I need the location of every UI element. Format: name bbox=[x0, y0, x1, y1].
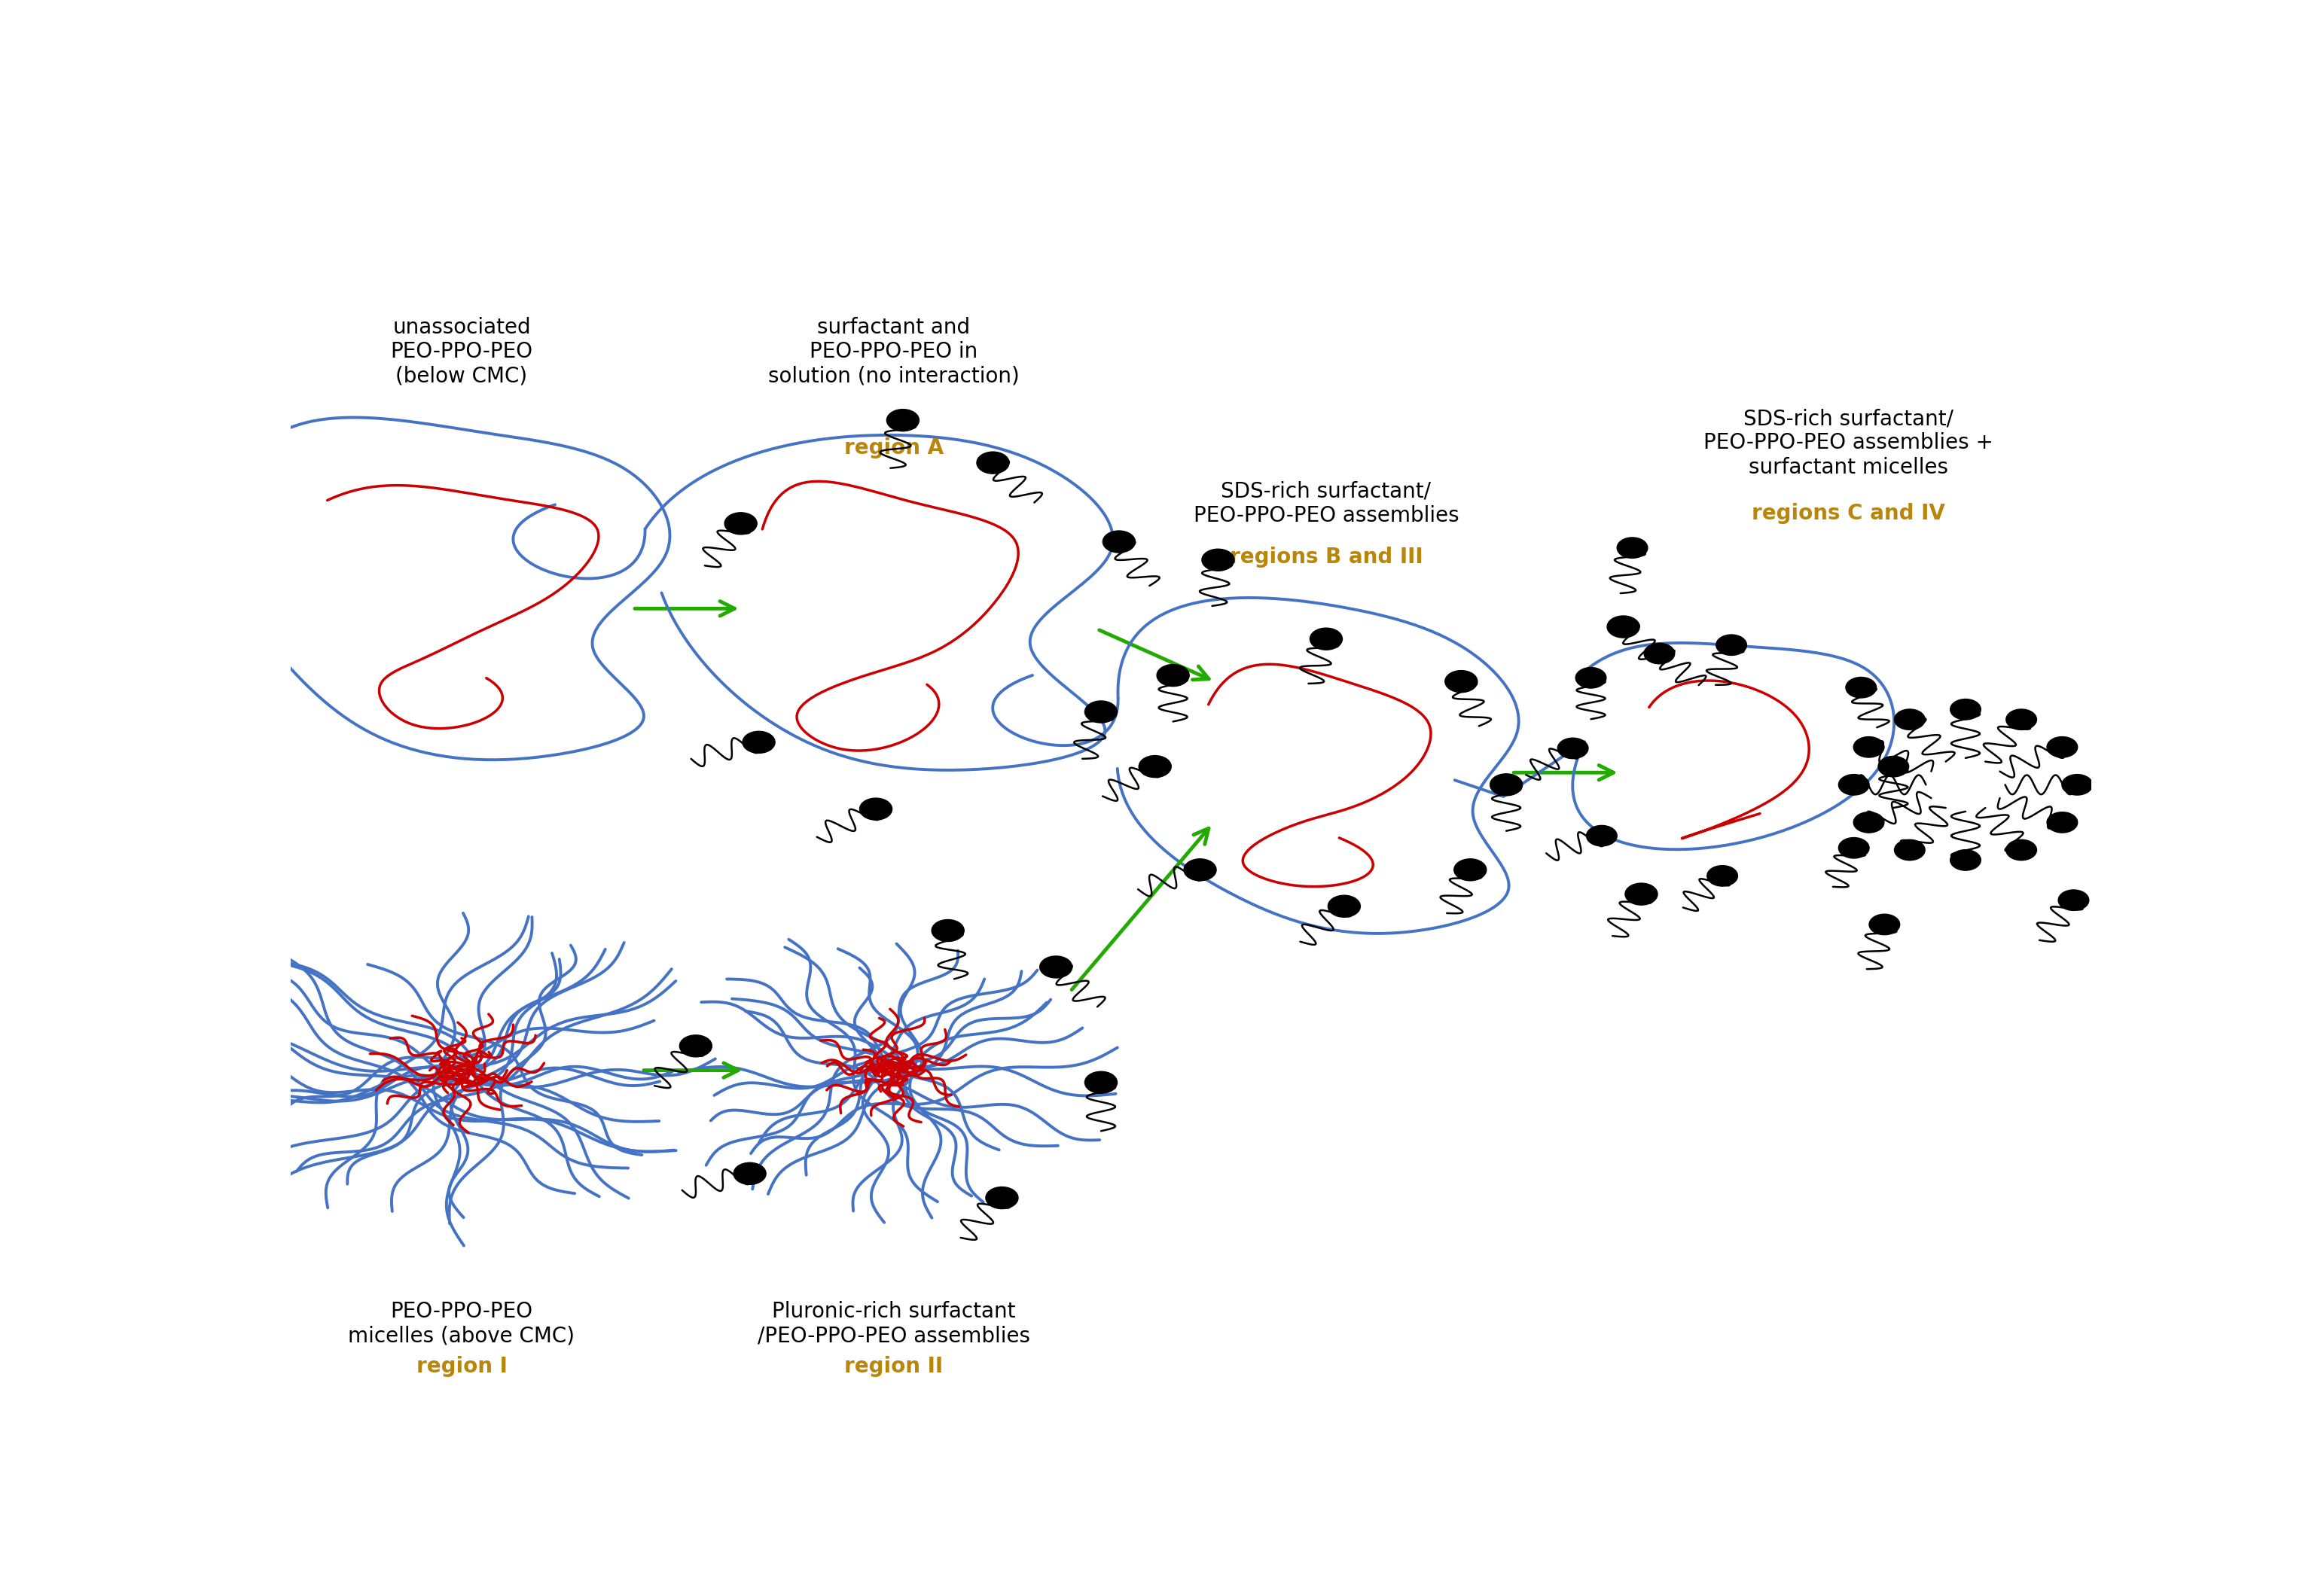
Circle shape bbox=[1039, 956, 1071, 978]
Circle shape bbox=[1868, 914, 1899, 934]
Circle shape bbox=[1608, 615, 1638, 638]
Circle shape bbox=[1446, 671, 1478, 693]
Circle shape bbox=[976, 451, 1009, 473]
Circle shape bbox=[1708, 866, 1738, 887]
Circle shape bbox=[1104, 530, 1134, 552]
Circle shape bbox=[1894, 709, 1924, 731]
Text: PEO-PPO-PEO
micelles (above CMC): PEO-PPO-PEO micelles (above CMC) bbox=[349, 1302, 574, 1346]
Circle shape bbox=[2059, 890, 2089, 911]
Circle shape bbox=[2006, 709, 2036, 731]
Circle shape bbox=[1085, 701, 1118, 723]
Text: unassociated
PEO-PPO-PEO
(below CMC): unassociated PEO-PPO-PEO (below CMC) bbox=[390, 317, 532, 387]
Circle shape bbox=[1950, 849, 1980, 871]
Circle shape bbox=[932, 920, 964, 942]
Circle shape bbox=[1950, 699, 1980, 720]
Text: SDS-rich surfactant/
PEO-PPO-PEO assemblies: SDS-rich surfactant/ PEO-PPO-PEO assembl… bbox=[1192, 481, 1459, 527]
Circle shape bbox=[1618, 538, 1648, 559]
Circle shape bbox=[725, 513, 758, 535]
Circle shape bbox=[1455, 858, 1487, 881]
Text: regions B and III: regions B and III bbox=[1229, 546, 1422, 568]
Circle shape bbox=[1557, 739, 1587, 759]
Circle shape bbox=[985, 1187, 1018, 1209]
Circle shape bbox=[2047, 737, 2078, 757]
Text: region I: region I bbox=[416, 1356, 507, 1378]
Text: surfactant and
PEO-PPO-PEO in
solution (no interaction): surfactant and PEO-PPO-PEO in solution (… bbox=[769, 317, 1020, 387]
Circle shape bbox=[1715, 634, 1748, 655]
Circle shape bbox=[1183, 858, 1215, 881]
Text: Pluronic-rich surfactant
/PEO-PPO-PEO assemblies: Pluronic-rich surfactant /PEO-PPO-PEO as… bbox=[758, 1302, 1030, 1346]
Circle shape bbox=[1643, 644, 1676, 664]
Circle shape bbox=[1894, 839, 1924, 860]
Circle shape bbox=[1838, 775, 1868, 795]
Circle shape bbox=[1202, 549, 1234, 571]
Circle shape bbox=[1576, 667, 1606, 688]
Circle shape bbox=[2061, 775, 2092, 795]
Circle shape bbox=[1624, 884, 1657, 906]
Circle shape bbox=[1878, 756, 1908, 776]
Circle shape bbox=[888, 409, 918, 431]
Circle shape bbox=[860, 798, 892, 821]
Circle shape bbox=[1139, 756, 1171, 778]
Text: regions C and IV: regions C and IV bbox=[1752, 503, 1945, 524]
Circle shape bbox=[679, 1035, 711, 1057]
Circle shape bbox=[2006, 839, 2036, 860]
Circle shape bbox=[1838, 838, 1868, 858]
Circle shape bbox=[744, 731, 774, 753]
Circle shape bbox=[1587, 825, 1618, 846]
Circle shape bbox=[1490, 773, 1522, 795]
Circle shape bbox=[1157, 664, 1190, 686]
Circle shape bbox=[1855, 813, 1885, 833]
Circle shape bbox=[734, 1163, 767, 1185]
Text: SDS-rich surfactant/
PEO-PPO-PEO assemblies +
surfactant micelles: SDS-rich surfactant/ PEO-PPO-PEO assembl… bbox=[1703, 409, 1994, 478]
Circle shape bbox=[2047, 813, 2078, 833]
Circle shape bbox=[1845, 677, 1875, 697]
Circle shape bbox=[1855, 737, 1885, 757]
Text: region II: region II bbox=[844, 1356, 944, 1378]
Circle shape bbox=[1311, 628, 1343, 650]
Circle shape bbox=[1327, 895, 1360, 917]
Text: region A: region A bbox=[844, 437, 944, 458]
Circle shape bbox=[1085, 1071, 1118, 1094]
